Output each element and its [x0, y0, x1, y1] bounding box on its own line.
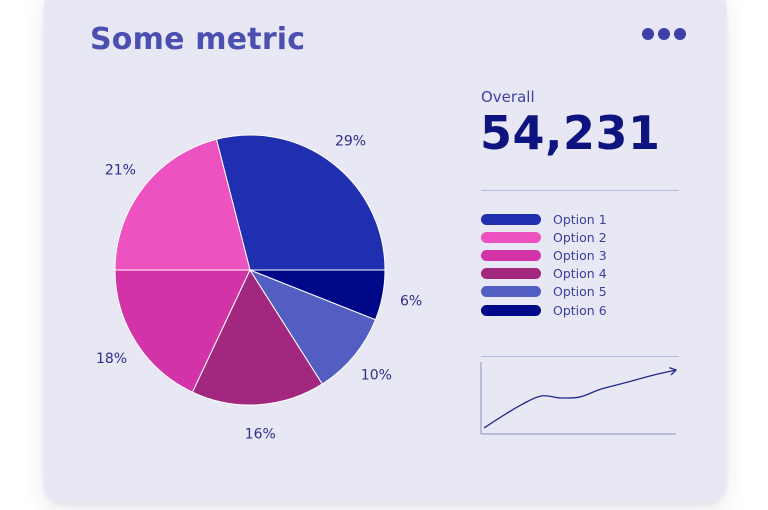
pie-slice-option-1 [215, 134, 386, 271]
pie-slice-option-2 [114, 138, 251, 271]
pie-label: 29% [335, 133, 366, 149]
legend-swatch [481, 286, 541, 298]
legend-item: Option 6 [481, 301, 681, 319]
trend-line [483, 369, 677, 429]
pie-slice-option-6 [249, 269, 386, 321]
legend-item: Option 3 [481, 246, 681, 264]
menu-dot [658, 28, 670, 40]
legend-item: Option 5 [481, 283, 681, 301]
overall-label: Overall [481, 88, 535, 106]
pie-label: 10% [361, 368, 392, 384]
pie-label: 21% [105, 162, 136, 178]
menu-dot [642, 28, 654, 40]
card-title: Some metric [90, 22, 306, 57]
metric-card: Some metric 29% 21% 18% 16% 10% 6% Overall 54… [44, 0, 726, 502]
overall-value: 54,231 [480, 106, 661, 160]
legend-label: Option 3 [553, 247, 607, 263]
legend-swatch [481, 231, 541, 243]
menu-dot [674, 28, 686, 40]
pie-label: 18% [96, 351, 127, 367]
legend-swatch [481, 304, 541, 316]
legend-item: Option 2 [481, 228, 681, 246]
divider [481, 356, 679, 357]
legend-swatch [481, 213, 541, 225]
pie-chart: 29% 21% 18% 16% 10% 6% [96, 133, 422, 443]
chart-legend: Option 1 Option 2 Option 3 Option 4 Option 5… [481, 210, 681, 319]
legend-label: Option 6 [553, 302, 607, 318]
legend-item: Option 4 [481, 265, 681, 283]
legend-label: Option 4 [553, 266, 607, 282]
pie-slice-option-5 [248, 268, 377, 385]
pie-label: 6% [400, 294, 422, 310]
arrow-icon [669, 367, 678, 376]
more-horizontal-icon[interactable] [642, 28, 686, 40]
pie-slice-option-3 [114, 269, 251, 393]
legend-label: Option 5 [553, 284, 607, 300]
trend-line-chart [480, 362, 678, 435]
legend-swatch [481, 249, 541, 261]
pie-label: 16% [245, 427, 276, 443]
legend-item: Option 1 [481, 210, 681, 228]
legend-label: Option 2 [553, 229, 607, 245]
legend-swatch [481, 268, 541, 280]
pie-slice-option-4 [191, 268, 324, 406]
legend-label: Option 1 [553, 211, 607, 227]
divider [481, 190, 679, 191]
